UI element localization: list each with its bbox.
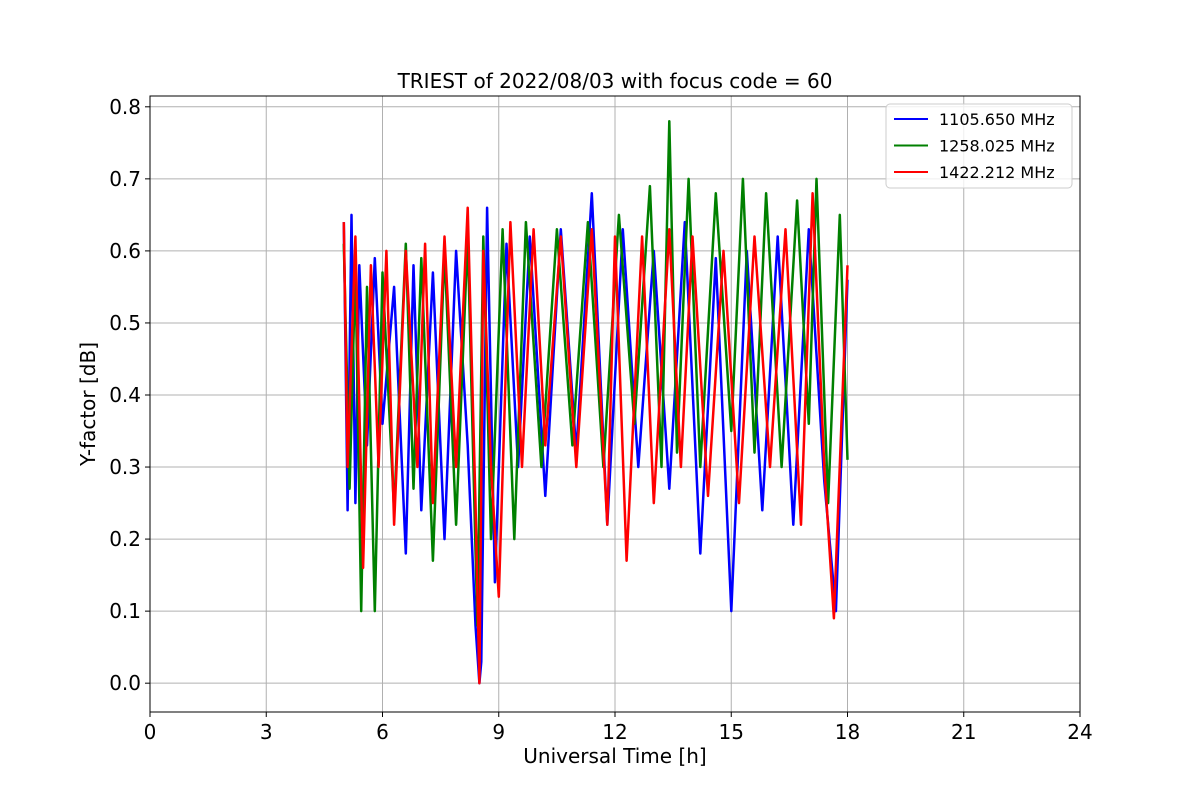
y-tick-label: 0.4 bbox=[109, 383, 141, 407]
y-tick-label: 0.6 bbox=[109, 239, 141, 263]
y-axis-label: Y-factor [dB] bbox=[76, 342, 100, 467]
series-lines bbox=[342, 119, 849, 685]
x-tick-label: 3 bbox=[260, 720, 273, 744]
y-tick-label: 0.7 bbox=[109, 167, 141, 191]
y-tick-label: 0.0 bbox=[109, 671, 141, 695]
x-axis-label: Universal Time [h] bbox=[523, 744, 706, 768]
y-tick-label: 0.3 bbox=[109, 455, 141, 479]
legend-label: 1105.650 MHz bbox=[939, 110, 1055, 129]
legend-label: 1258.025 MHz bbox=[939, 137, 1055, 156]
x-tick-label: 12 bbox=[602, 720, 627, 744]
x-tick-label: 15 bbox=[719, 720, 744, 744]
legend-box bbox=[885, 103, 1073, 189]
legend-label: 1422.212 MHz bbox=[939, 163, 1055, 182]
chart-title: TRIEST of 2022/08/03 with focus code = 6… bbox=[397, 69, 833, 93]
y-tick-label: 0.8 bbox=[109, 95, 141, 119]
y-tick-label: 0.1 bbox=[109, 599, 141, 623]
x-tick-label: 21 bbox=[951, 720, 976, 744]
y-tick-label: 0.5 bbox=[109, 311, 141, 335]
x-tick-label: 6 bbox=[376, 720, 389, 744]
x-tick-label: 0 bbox=[144, 720, 157, 744]
series-1422-mhz-line bbox=[342, 192, 849, 685]
axis-ticks: 0 3 6 9 12 15 18 21 24 0.0 0.1 0.2 0.3 0.4 0.5 0.6 0.7 0.… bbox=[109, 95, 1093, 744]
x-tick-label: 24 bbox=[1067, 720, 1092, 744]
legend: 1105.650 MHz 1258.025 MHz 1422.212 MHz bbox=[885, 103, 1073, 189]
x-tick-label: 18 bbox=[835, 720, 860, 744]
y-tick-label: 0.2 bbox=[109, 527, 141, 551]
x-tick-label: 9 bbox=[492, 720, 505, 744]
